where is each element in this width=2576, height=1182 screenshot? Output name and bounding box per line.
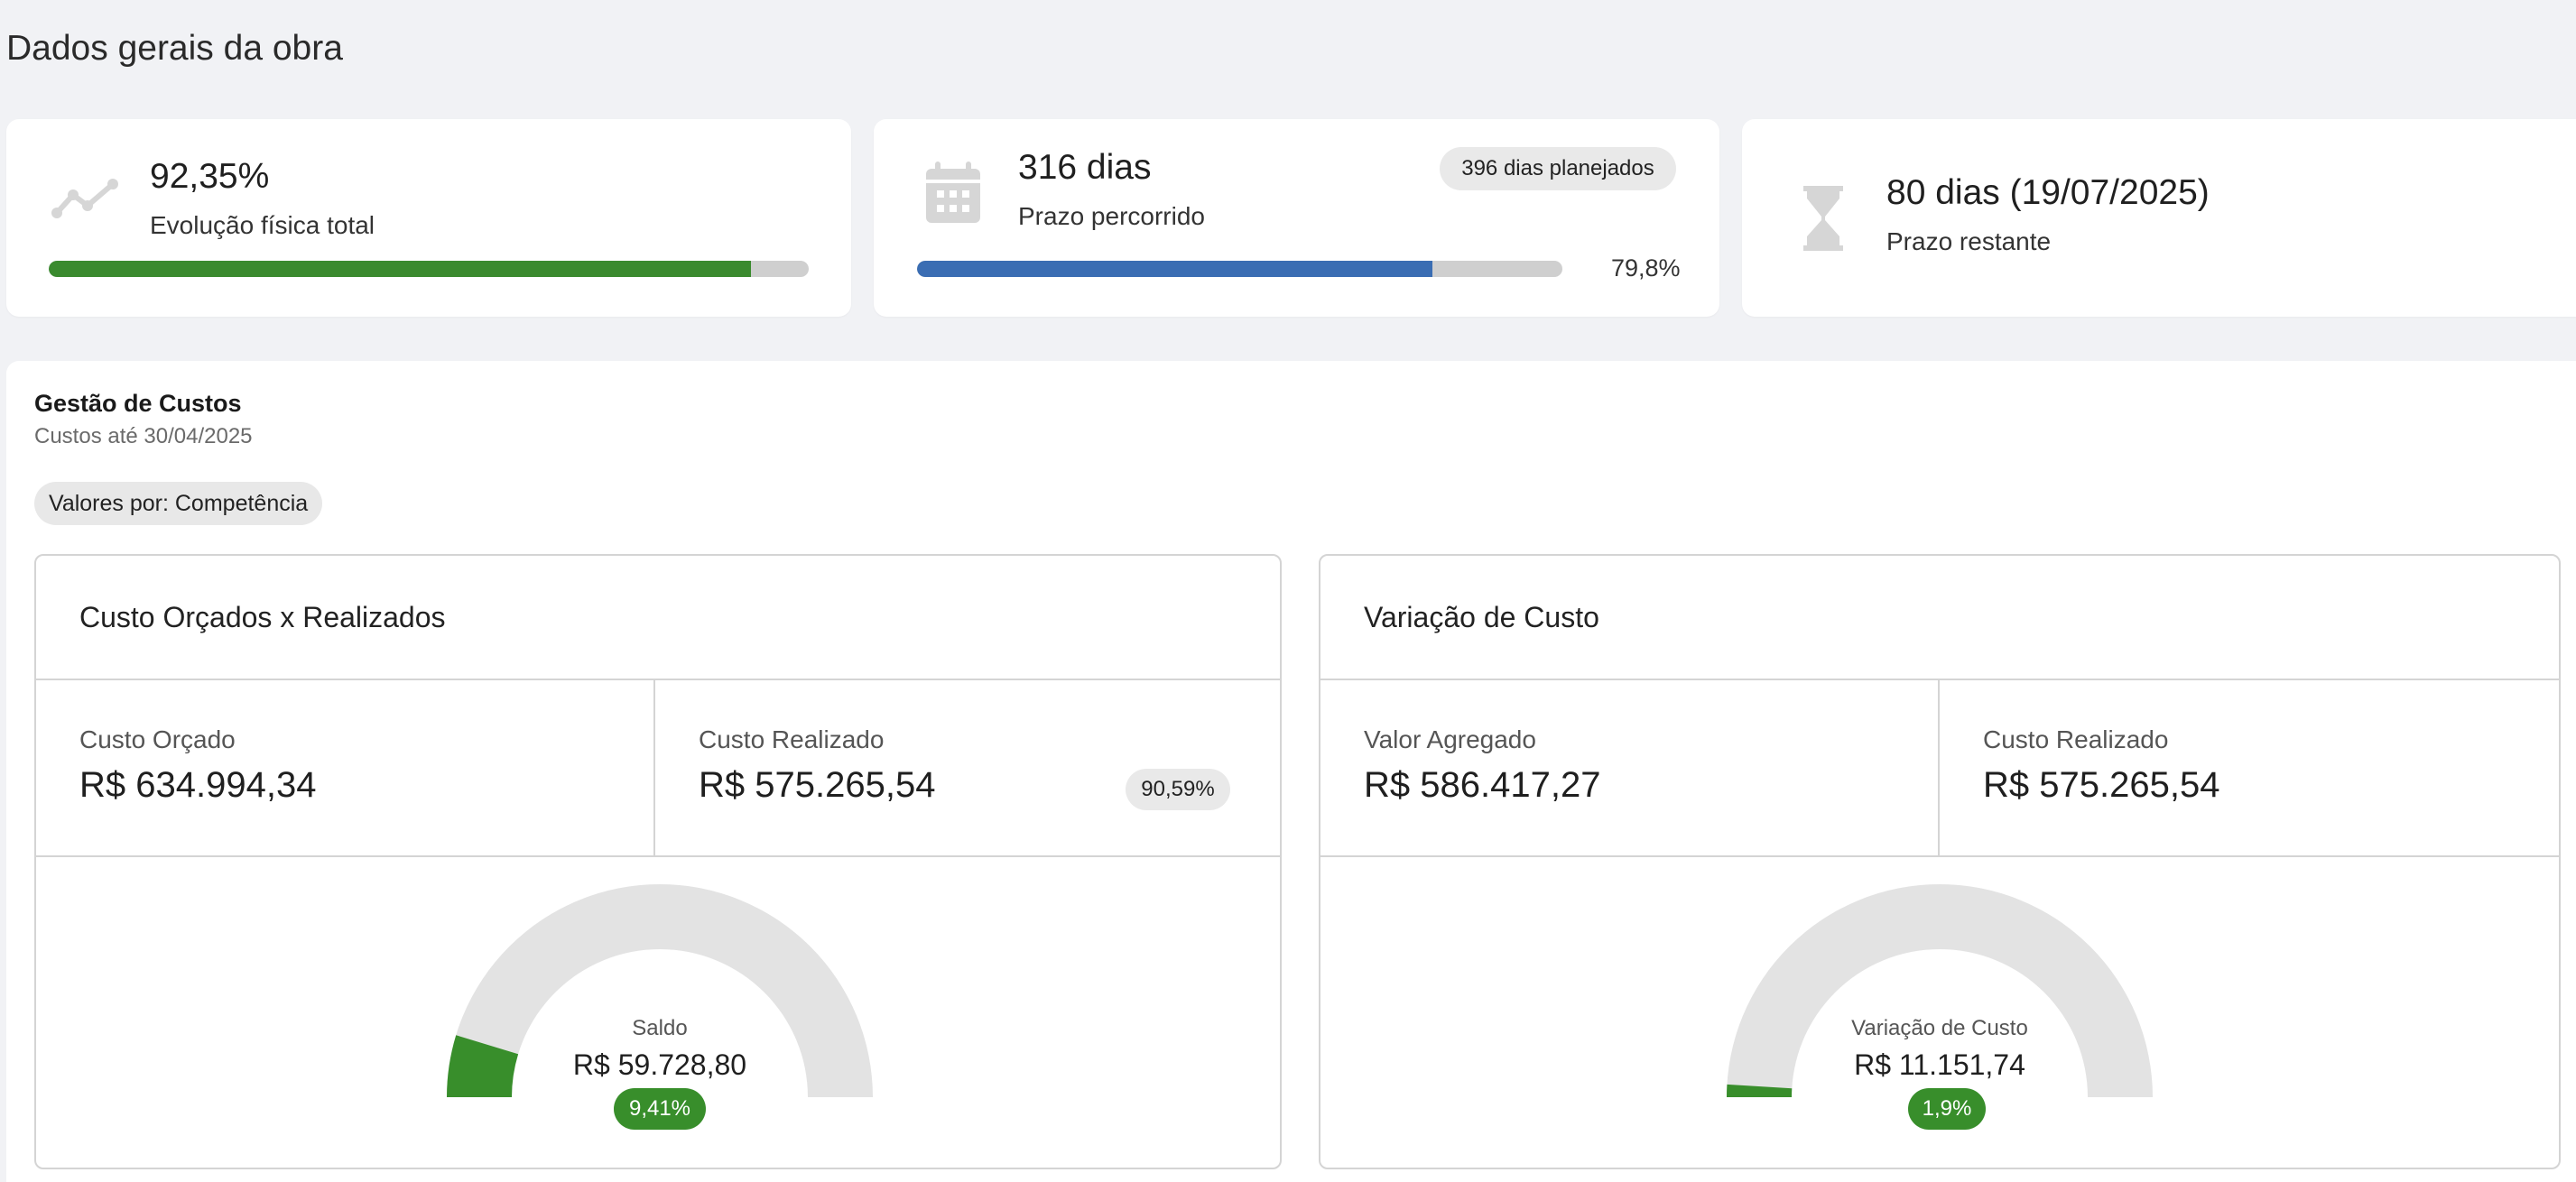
elapsed-time-value: 316 dias [1018,148,1152,187]
metric-divider [653,679,655,855]
metric-row: Custo Orçado R$ 634.994,34 Custo Realiza… [36,679,1280,857]
elapsed-time-label: Prazo percorrido [1018,202,1205,230]
metric-divider [1938,679,1940,855]
planned-days-badge: 396 dias planejados [1440,147,1676,190]
physical-progress-label: Evolução física total [150,211,375,239]
cost-variance-panel: Variação de Custo Valor Agregado R$ 586.… [1319,554,2561,1169]
budget-cost-cell: Custo Orçado R$ 634.994,34 [36,679,654,855]
physical-progress-bar [49,261,809,277]
budget-vs-actual-panel: Custo Orçados x Realizados Custo Orçado … [34,554,1282,1169]
variance-gauge [1727,884,2153,1097]
budget-cost-label: Custo Orçado [79,725,236,753]
actual-cost-value: R$ 575.265,54 [699,765,936,805]
gauge-track [447,884,873,1097]
variance-percent-badge: 1,9% [1908,1088,1986,1130]
remaining-time-card: 80 dias (19/07/2025) Prazo restante [1742,119,2576,317]
physical-progress-value: 92,35% [150,157,270,196]
actual-cost-label: Custo Realizado [699,725,885,753]
elapsed-time-card: 316 dias Prazo percorrido 396 dias plane… [874,119,1719,317]
gauge-fill [1727,1084,1793,1097]
section-subtitle: Custos até 30/04/2025 [34,424,253,448]
elapsed-time-percent: 79,8% [1611,254,1681,282]
panel-title: Variação de Custo [1364,601,1599,633]
cost-management-section: Gestão de Custos Custos até 30/04/2025 V… [6,361,2576,1182]
balance-gauge [447,884,873,1097]
physical-progress-card: 92,35% Evolução física total [6,119,851,317]
actual-cost-cell: Custo Realizado R$ 575.265,54 [1940,679,2559,855]
remaining-time-label: Prazo restante [1886,227,2052,255]
earned-value-value: R$ 586.417,27 [1364,765,1601,805]
section-title: Gestão de Custos [34,390,242,417]
gauge-fill [447,1035,519,1097]
hourglass-icon [1803,186,1843,251]
actual-cost-value: R$ 575.265,54 [1983,765,2220,805]
budget-cost-value: R$ 634.994,34 [79,765,317,805]
calendar-icon [926,162,980,223]
values-filter-chip[interactable]: Valores por: Competência [34,482,323,525]
earned-value-label: Valor Agregado [1364,725,1536,753]
actual-cost-label: Custo Realizado [1983,725,2169,753]
gauge-track [1727,884,2153,1097]
elapsed-time-fill [917,261,1432,277]
balance-label: Saldo [632,1016,688,1040]
page-title: Dados gerais da obra [6,29,343,68]
physical-progress-fill [49,261,751,277]
panel-header: Custo Orçados x Realizados [36,556,1280,680]
actual-percent-badge: 90,59% [1126,769,1230,810]
variance-value: R$ 11.151,74 [1854,1048,2025,1081]
earned-value-cell: Valor Agregado R$ 586.417,27 [1320,679,1939,855]
balance-value: R$ 59.728,80 [572,1048,747,1081]
variance-label: Variação de Custo [1851,1016,2028,1040]
panel-header: Variação de Custo [1320,556,2559,680]
balance-percent-badge: 9,41% [614,1088,706,1130]
elapsed-time-bar [917,261,1562,277]
metric-row: Valor Agregado R$ 586.417,27 Custo Reali… [1320,679,2559,857]
panel-title: Custo Orçados x Realizados [79,601,446,633]
trend-line-icon [51,179,118,218]
actual-cost-cell: Custo Realizado R$ 575.265,54 90,59% [655,679,1280,855]
remaining-time-value: 80 dias (19/07/2025) [1886,173,2210,212]
